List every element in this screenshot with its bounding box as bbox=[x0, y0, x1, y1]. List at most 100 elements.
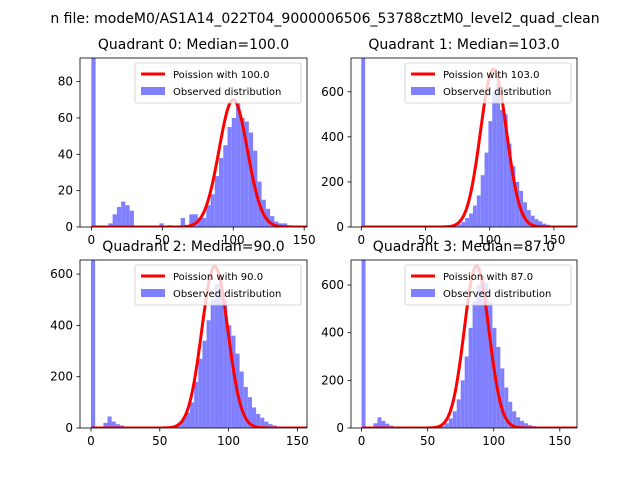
hist-bar bbox=[526, 210, 531, 227]
poisson-curve bbox=[90, 98, 307, 227]
subplot-0: 0 50 100 150 0 20 40 60 80 Quadrant 0: Median=100… bbox=[58, 37, 316, 247]
y-tick-label: 0 bbox=[336, 220, 344, 234]
hist-bar bbox=[465, 217, 470, 227]
legend-label-observed: Observed distribution bbox=[443, 289, 551, 300]
hist-bar bbox=[361, 58, 366, 227]
hist-bar bbox=[500, 368, 505, 428]
hist-bar bbox=[504, 387, 509, 428]
legend-label-observed: Observed distribution bbox=[173, 289, 281, 300]
hist-bar bbox=[223, 299, 228, 428]
hist-bar bbox=[523, 202, 527, 227]
hist-bar bbox=[512, 411, 517, 428]
y-tick-label: 200 bbox=[50, 370, 73, 384]
hist-bar bbox=[444, 423, 449, 428]
legend-label-observed: Observed distribution bbox=[173, 87, 281, 98]
y-tick-label: 20 bbox=[58, 184, 73, 198]
hist-bar bbox=[111, 421, 116, 428]
hist-bar bbox=[377, 417, 382, 428]
x-tick-label: 150 bbox=[542, 233, 565, 247]
hist-bar bbox=[270, 216, 275, 227]
hist-bar bbox=[231, 335, 236, 428]
legend-patch-swatch bbox=[411, 289, 435, 297]
legend-label-observed: Observed distribution bbox=[443, 87, 551, 98]
hist-bar bbox=[461, 222, 466, 227]
hist-bar bbox=[256, 413, 261, 428]
hist-bar bbox=[516, 417, 521, 428]
hist-bar bbox=[265, 208, 271, 227]
hist-bar bbox=[469, 213, 473, 227]
hist-bar bbox=[452, 411, 457, 428]
hist-bar bbox=[484, 152, 489, 227]
y-tick-label: 200 bbox=[321, 175, 344, 189]
x-tick-label: 50 bbox=[155, 233, 170, 247]
axes-frame bbox=[350, 259, 578, 429]
hist-bar bbox=[231, 117, 237, 227]
legend-label-poisson: Poission with 100.0 bbox=[173, 70, 269, 81]
hist-bar bbox=[218, 276, 224, 428]
hist-bar bbox=[190, 402, 195, 428]
hist-bar bbox=[268, 424, 273, 428]
y-tick-label: 40 bbox=[58, 147, 73, 161]
subplot-3: 0 50 100 150 0 200 400 600 Quadrant 3: Median=87… bbox=[321, 239, 578, 448]
hist-bar bbox=[457, 224, 462, 227]
hist-bar bbox=[248, 132, 254, 227]
subplot-title: Quadrant 3: Median=87.0 bbox=[373, 239, 555, 255]
hist-bar bbox=[484, 282, 489, 428]
hist-bar bbox=[373, 423, 378, 428]
y-tick-label: 0 bbox=[65, 220, 73, 234]
plot-area bbox=[90, 58, 307, 227]
hist-bar bbox=[202, 340, 207, 428]
hist-bar bbox=[236, 103, 241, 227]
subplot-title: Quadrant 2: Median=90.0 bbox=[102, 239, 284, 255]
y-tick-label: 600 bbox=[321, 278, 344, 292]
hist-bar bbox=[282, 223, 288, 227]
x-tick-label: 150 bbox=[548, 434, 571, 448]
y-tick-label: 80 bbox=[58, 75, 73, 89]
legend-patch-swatch bbox=[411, 87, 435, 95]
x-tick-label: 50 bbox=[420, 434, 435, 448]
hist-bar bbox=[103, 422, 108, 428]
hist-bar bbox=[515, 181, 520, 227]
hist-bar bbox=[198, 358, 203, 428]
legend: Poission with 103.0 Observed distribution bbox=[404, 62, 572, 104]
y-tick-label: 400 bbox=[50, 318, 73, 332]
y-tick-label: 400 bbox=[321, 326, 344, 340]
hist-bar bbox=[511, 166, 516, 227]
hist-bar bbox=[227, 325, 232, 428]
hist-bar bbox=[480, 175, 485, 227]
hist-bar bbox=[240, 117, 245, 227]
hist-bar bbox=[464, 356, 469, 428]
hist-bar bbox=[476, 195, 481, 227]
legend: Poission with 90.0 Observed distribution bbox=[134, 264, 302, 306]
hist-bar bbox=[260, 417, 265, 428]
hist-bar bbox=[206, 205, 211, 227]
hist-bar bbox=[503, 114, 508, 227]
hist-bar bbox=[488, 301, 493, 428]
hist-bar bbox=[488, 121, 493, 227]
x-tick-label: 50 bbox=[152, 434, 167, 448]
x-tick-label: 0 bbox=[357, 233, 365, 247]
legend-patch-swatch bbox=[141, 87, 165, 95]
y-tick-label: 600 bbox=[50, 267, 73, 281]
x-tick-label: 0 bbox=[88, 233, 96, 247]
hist-bar bbox=[251, 407, 257, 428]
subplot-2: 0 50 100 150 0 200 400 600 Quadrant 2: Median=90… bbox=[50, 239, 309, 448]
y-tick-label: 60 bbox=[58, 111, 73, 125]
hist-bar bbox=[239, 371, 244, 428]
hist-bar bbox=[214, 284, 219, 428]
hist-bar bbox=[180, 217, 185, 227]
hist-bar bbox=[524, 423, 529, 428]
axes-frame bbox=[79, 259, 308, 429]
hist-bar bbox=[185, 412, 191, 428]
x-tick-label: 0 bbox=[87, 434, 95, 448]
figure-suptitle: n file: modeM0/AS1A14_022T04_9000006506_… bbox=[50, 11, 599, 27]
hist-bar bbox=[530, 215, 535, 227]
hist-bar bbox=[202, 217, 207, 227]
hist-bar bbox=[476, 285, 481, 428]
hist-bar bbox=[108, 223, 113, 227]
hist-bar bbox=[247, 397, 252, 428]
y-tick-label: 400 bbox=[321, 130, 344, 144]
hist-bar bbox=[227, 127, 232, 227]
axes-frame bbox=[350, 57, 578, 228]
